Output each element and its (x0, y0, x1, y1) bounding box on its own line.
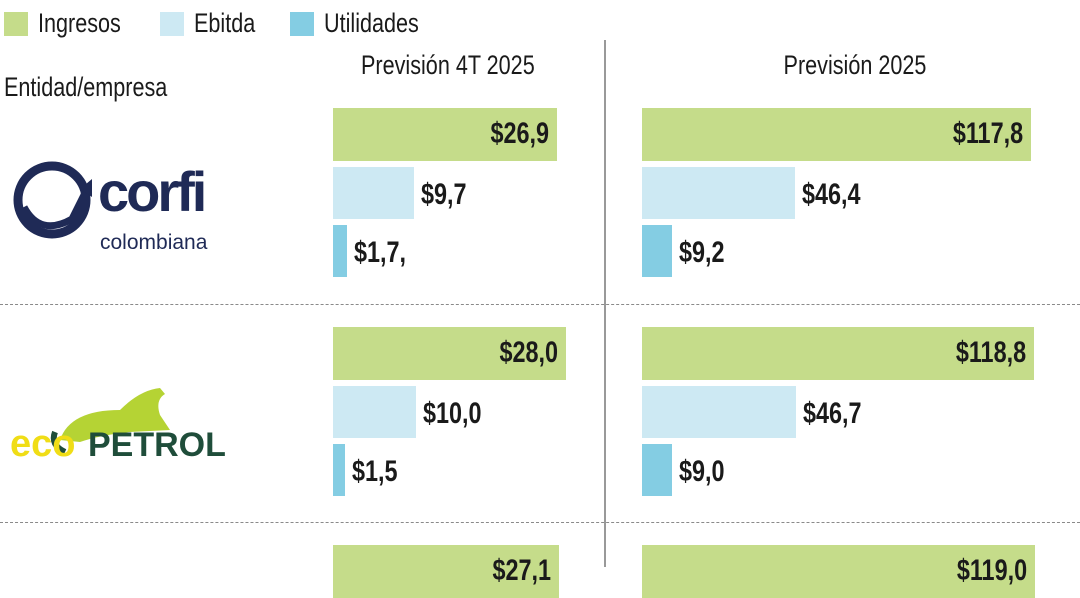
data-label: $46,7 (803, 396, 862, 430)
row-divider (0, 522, 1080, 523)
bar-ebitda (642, 166, 796, 219)
legend-swatch (290, 11, 314, 36)
data-label: $9,2 (679, 236, 725, 269)
ecopetrol-logo: eco PETROL (10, 388, 226, 460)
data-label: $10,0 (423, 396, 482, 430)
legend-label: Utilidades (324, 8, 419, 38)
legend-label: Ingresos (38, 8, 121, 38)
data-label: $1,5 (352, 455, 399, 488)
svg-text:eco: eco (10, 423, 75, 460)
bar-ebitda (642, 385, 797, 438)
data-label: $26,9 (490, 117, 549, 150)
legend-swatch (160, 11, 184, 36)
panel-title-4t: Previsión 4T 2025 (361, 50, 535, 80)
data-label: $118,8 (956, 336, 1027, 369)
bar-ingresos (333, 327, 567, 380)
bar-utilidades (642, 225, 673, 277)
data-label: $117,8 (952, 117, 1023, 150)
bar-ingresos (642, 108, 1031, 161)
legend-item: Ingresos (4, 8, 142, 39)
data-label: $9,7 (420, 177, 467, 211)
data-label: $1,7, (354, 236, 407, 269)
row-divider (0, 304, 1080, 305)
svg-text:PETROL: PETROL (88, 426, 226, 460)
bar-ingresos (642, 327, 1035, 380)
bar-utilidades (642, 444, 672, 496)
bar-utilidades (333, 444, 346, 496)
row-header: Entidad/empresa (4, 72, 168, 102)
data-label: $27,1 (492, 554, 551, 587)
data-label: $9,0 (678, 455, 725, 488)
svg-text:corfi: corfi (98, 160, 204, 223)
bar-utilidades (333, 225, 348, 277)
bar-ebitda (333, 166, 414, 219)
panel-divider (604, 40, 606, 567)
legend-label: Ebitda (194, 8, 256, 38)
data-label: $28,0 (499, 336, 559, 369)
svg-text:colombiana: colombiana (100, 231, 208, 254)
corficolombiana-logo: corfi colombiana (13, 160, 208, 254)
legend-item: Utilidades (290, 8, 443, 39)
data-label: $119,0 (956, 554, 1027, 587)
bar-ebitda (333, 385, 417, 438)
panel-title-2025: Previsión 2025 (783, 50, 927, 80)
legend-swatch (4, 11, 28, 36)
data-label: $46,4 (802, 177, 861, 211)
legend-item: Ebitda (160, 8, 271, 39)
bar-ingresos (333, 108, 557, 161)
